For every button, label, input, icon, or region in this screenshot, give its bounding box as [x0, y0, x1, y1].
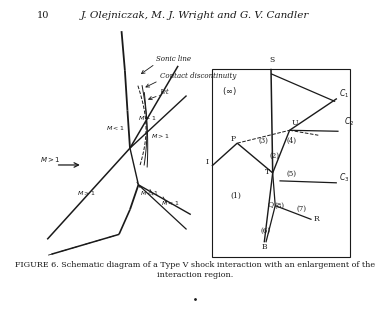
Text: $M<1$: $M<1$ [161, 199, 180, 207]
Text: (1): (1) [230, 192, 241, 200]
Bar [212, 69, 349, 257]
Text: Sonic line: Sonic line [156, 55, 191, 63]
Text: (5): (5) [286, 170, 296, 178]
Text: $C_3$: $C_3$ [339, 172, 349, 184]
Text: interaction region.: interaction region. [157, 271, 233, 279]
Text: Jet: Jet [160, 88, 169, 96]
Text: T: T [265, 168, 270, 176]
Text: (3): (3) [258, 137, 268, 145]
Text: I: I [205, 158, 208, 166]
Text: S: S [269, 56, 275, 64]
Text: Contact discontinuity: Contact discontinuity [160, 72, 236, 80]
Text: Q: Q [268, 201, 274, 209]
Text: $C_1$: $C_1$ [339, 87, 349, 100]
Text: $M>1$: $M>1$ [138, 114, 157, 123]
Text: $M>1$: $M>1$ [41, 155, 61, 164]
Text: FIGURE 6. Schematic diagram of a Type V shock interaction with an enlargement of: FIGURE 6. Schematic diagram of a Type V … [15, 261, 375, 269]
Text: J. Olejniczak, M. J. Wright and G. V. Candler: J. Olejniczak, M. J. Wright and G. V. Ca… [81, 11, 309, 20]
Text: (6): (6) [261, 227, 271, 234]
Text: B: B [262, 243, 267, 251]
Text: (4): (4) [286, 137, 296, 145]
Text: (2): (2) [269, 152, 279, 160]
Text: (8): (8) [275, 202, 284, 210]
Text: P: P [230, 135, 236, 143]
Text: $M<1$: $M<1$ [106, 124, 125, 132]
Text: $M>1$: $M>1$ [151, 132, 170, 140]
Text: (7): (7) [296, 204, 306, 213]
Text: U: U [291, 119, 298, 127]
Text: $M>1$: $M>1$ [77, 189, 95, 197]
Text: $(\infty)$: $(\infty)$ [222, 84, 237, 97]
Text: $M<1$: $M<1$ [140, 189, 158, 197]
Text: 10: 10 [37, 11, 50, 20]
Text: $C_2$: $C_2$ [344, 115, 355, 128]
Text: R: R [314, 215, 320, 224]
